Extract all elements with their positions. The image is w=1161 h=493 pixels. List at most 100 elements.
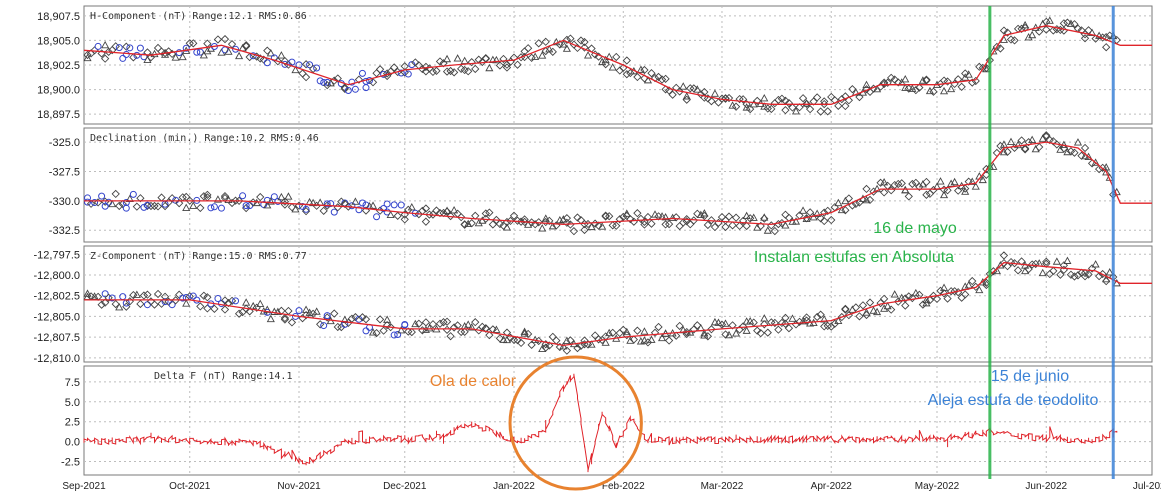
baseline-line xyxy=(84,261,1152,347)
data-point xyxy=(242,202,250,210)
data-point xyxy=(372,328,381,338)
data-point xyxy=(841,101,850,111)
data-point xyxy=(848,85,857,94)
data-point xyxy=(738,95,748,104)
data-point xyxy=(820,216,829,226)
data-point xyxy=(189,39,198,48)
data-point xyxy=(375,315,385,324)
data-point xyxy=(897,179,906,188)
data-point xyxy=(182,299,191,307)
data-point xyxy=(213,195,223,203)
data-point xyxy=(798,94,808,103)
data-point xyxy=(1070,148,1079,157)
data-point xyxy=(943,77,952,86)
data-point xyxy=(742,100,751,109)
data-point xyxy=(545,341,554,350)
data-point xyxy=(862,85,871,94)
data-point xyxy=(703,332,713,341)
data-point xyxy=(816,214,825,223)
data-point xyxy=(813,209,822,217)
y-tick-label: -12,802.5 xyxy=(34,291,80,303)
data-point xyxy=(231,196,240,205)
data-point xyxy=(841,304,850,314)
data-point xyxy=(1013,140,1023,149)
data-point xyxy=(728,221,737,230)
data-point xyxy=(355,206,363,214)
data-point xyxy=(922,75,931,84)
data-point xyxy=(742,326,751,334)
y-tick-label: -12,807.5 xyxy=(34,332,80,344)
data-point xyxy=(724,330,734,339)
data-point xyxy=(263,59,271,67)
data-point xyxy=(820,208,829,217)
data-point xyxy=(323,201,332,210)
data-point xyxy=(280,313,290,323)
data-point xyxy=(104,47,113,56)
data-point xyxy=(760,93,769,102)
data-point xyxy=(805,208,815,217)
data-point xyxy=(161,50,170,58)
data-point xyxy=(788,314,797,322)
y-tick-label: -2.5 xyxy=(61,456,80,468)
data-point xyxy=(1049,26,1058,35)
data-point xyxy=(682,215,691,224)
data-point xyxy=(929,87,938,96)
data-point xyxy=(136,299,145,309)
data-point xyxy=(760,214,769,223)
data-point xyxy=(175,199,184,208)
data-point xyxy=(393,211,402,221)
data-point xyxy=(220,34,230,44)
data-point xyxy=(383,315,392,323)
data-point xyxy=(182,44,190,52)
data-point xyxy=(605,328,614,337)
data-point xyxy=(235,51,244,60)
data-point xyxy=(449,323,459,332)
data-point xyxy=(168,301,176,309)
data-point xyxy=(91,199,99,207)
data-point xyxy=(210,203,218,211)
data-point xyxy=(132,202,142,211)
data-point xyxy=(320,322,328,330)
data-point xyxy=(407,327,416,337)
data-point xyxy=(661,213,670,221)
y-tick-label: 18,902.5 xyxy=(37,60,80,72)
data-point xyxy=(442,207,452,216)
data-point xyxy=(587,222,596,231)
data-point xyxy=(288,58,296,66)
data-point xyxy=(401,321,409,329)
data-point xyxy=(562,44,571,52)
data-point xyxy=(538,344,547,352)
x-tick-label: Dec-2021 xyxy=(383,481,427,492)
data-point xyxy=(1098,33,1107,42)
data-point xyxy=(513,336,522,345)
data-point xyxy=(774,95,783,105)
data-point xyxy=(879,79,889,89)
data-point xyxy=(467,58,476,67)
data-point xyxy=(622,70,631,79)
x-tick-label: Sep-2021 xyxy=(62,481,106,492)
data-point xyxy=(784,98,794,108)
data-point xyxy=(122,50,130,58)
data-point xyxy=(999,26,1009,35)
data-point xyxy=(115,302,124,311)
panel-title: Declination (min.) Range:10.2 RMS:0.46 xyxy=(90,133,319,144)
data-point xyxy=(1070,272,1079,281)
data-point xyxy=(601,338,610,346)
data-point xyxy=(386,67,395,76)
annotation-heatwave-label: Ola de calor xyxy=(430,373,517,390)
data-point xyxy=(245,307,254,316)
data-point xyxy=(411,319,420,328)
data-point xyxy=(756,221,765,231)
data-point xyxy=(827,215,836,225)
data-point xyxy=(767,104,776,114)
data-point xyxy=(731,102,741,111)
data-point xyxy=(189,201,198,209)
data-point xyxy=(844,194,854,203)
data-point xyxy=(1073,138,1083,146)
panel-frame xyxy=(83,365,1153,476)
data-point xyxy=(390,201,398,209)
data-point xyxy=(189,292,197,300)
data-point xyxy=(323,200,331,208)
data-point xyxy=(527,218,536,227)
